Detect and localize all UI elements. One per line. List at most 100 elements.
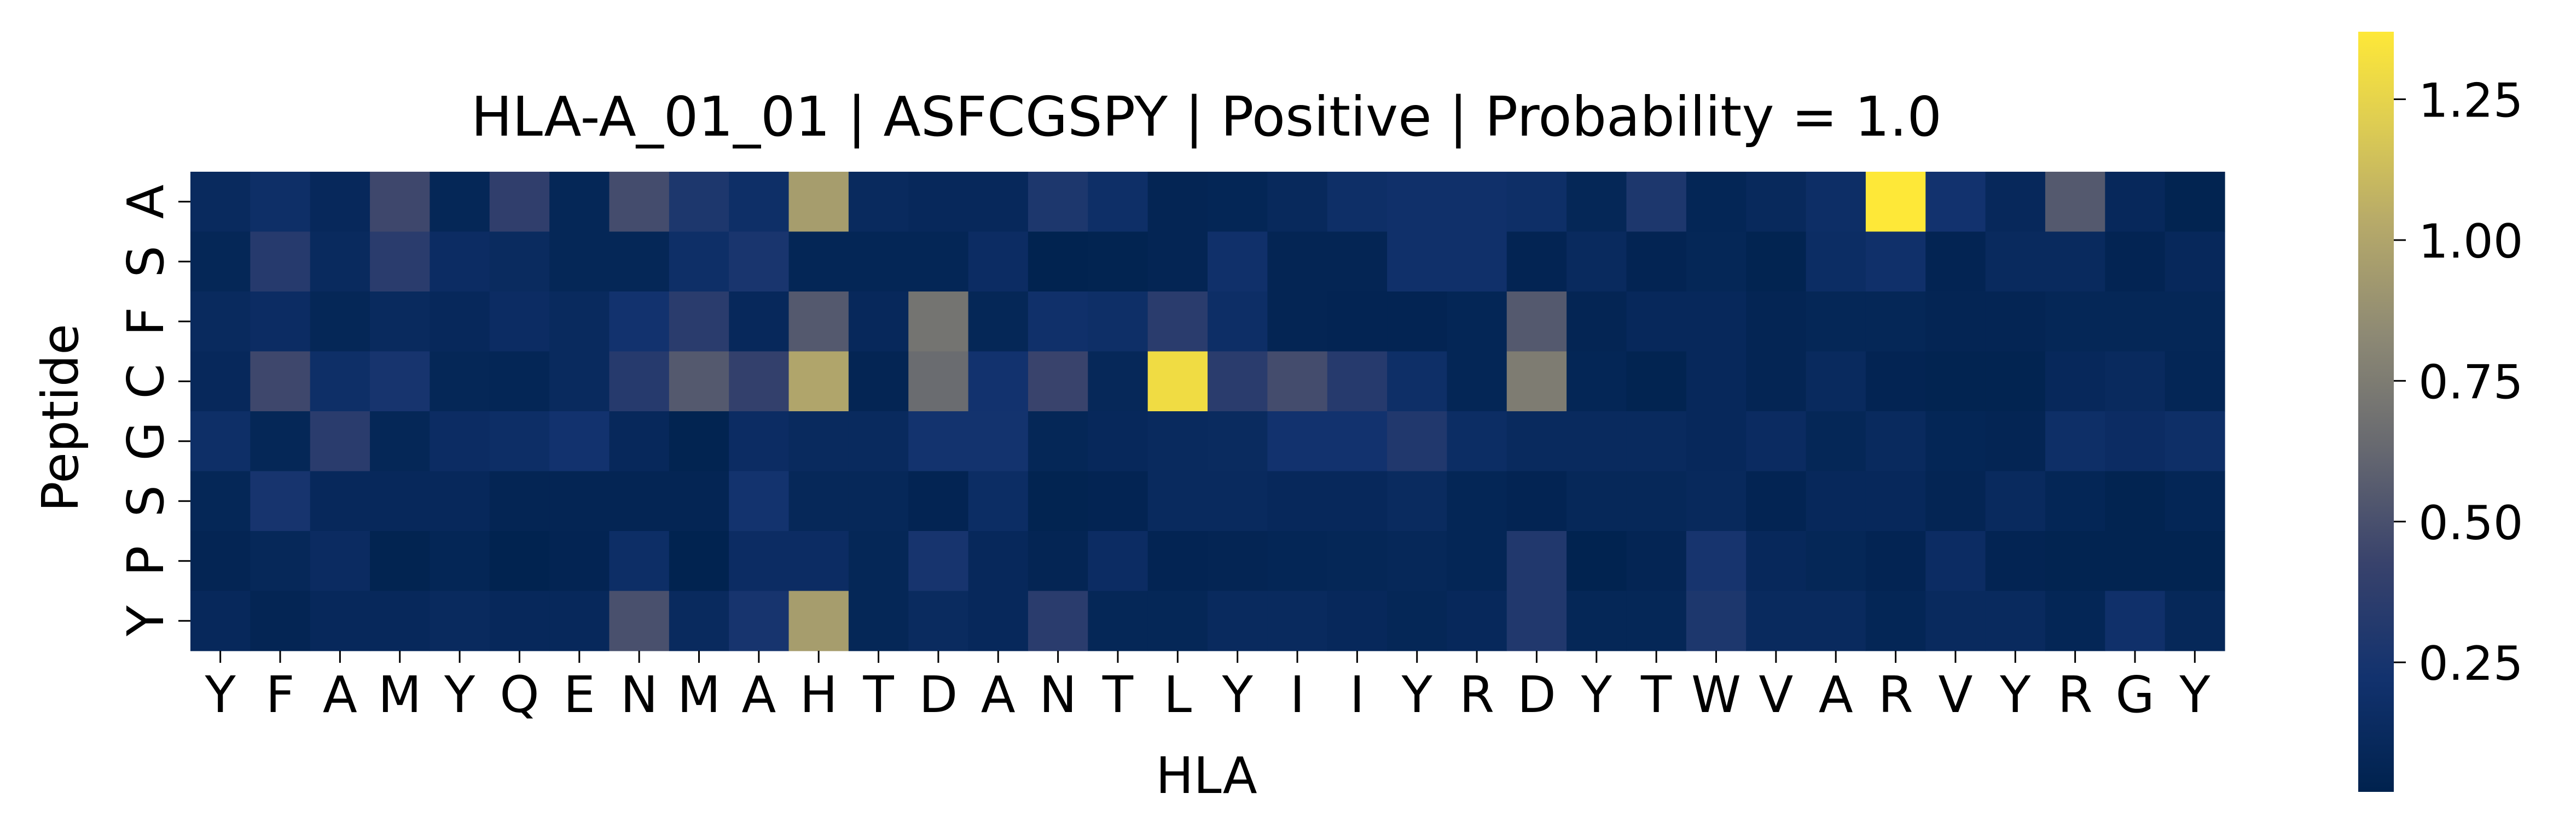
heatmap-cell xyxy=(968,471,1029,532)
heatmap-cell xyxy=(1925,471,1986,532)
heatmap-cell xyxy=(310,351,370,412)
heatmap-cell xyxy=(1447,471,1507,532)
x-tick-label: M xyxy=(677,666,721,724)
y-tick-label: G xyxy=(117,422,175,460)
heatmap-cell xyxy=(310,471,370,532)
heatmap-cell xyxy=(1088,471,1148,532)
heatmap-cell xyxy=(609,591,670,651)
x-tick-label: H xyxy=(800,666,838,724)
heatmap-cell xyxy=(729,531,790,592)
heatmap-cell xyxy=(1985,471,2046,532)
heatmap-cell xyxy=(1387,411,1448,472)
heatmap-cell xyxy=(489,411,550,472)
heatmap-cell xyxy=(1985,531,2046,592)
heatmap-cell xyxy=(1686,471,1747,532)
heatmap-cell xyxy=(908,471,969,532)
colorbar-tick-label: 0.75 xyxy=(2418,355,2523,410)
heatmap-cell xyxy=(1147,531,1208,592)
colorbar-tick-label: 1.00 xyxy=(2418,214,2523,269)
x-tick-label: Y xyxy=(2179,666,2211,724)
heatmap-cell xyxy=(848,172,909,232)
x-tick-label: T xyxy=(1102,666,1134,724)
colorbar xyxy=(2358,32,2394,792)
x-tick-label: F xyxy=(266,666,295,724)
heatmap-cell xyxy=(1806,291,1866,352)
heatmap-cell xyxy=(1865,172,1926,232)
heatmap-cell xyxy=(1208,172,1268,232)
x-tick-label: I xyxy=(1290,666,1304,724)
heatmap-cell xyxy=(1626,351,1687,412)
x-tick-label: D xyxy=(1517,666,1556,724)
heatmap-cell xyxy=(2165,411,2225,472)
heatmap-cell xyxy=(968,411,1029,472)
heatmap-cell xyxy=(370,172,431,232)
heatmap-cell xyxy=(1506,471,1567,532)
heatmap-cell xyxy=(1028,471,1088,532)
heatmap-cell xyxy=(1925,351,1986,412)
heatmap-cell xyxy=(489,531,550,592)
heatmap-cell xyxy=(848,591,909,651)
heatmap-cell xyxy=(190,531,251,592)
heatmap-cell xyxy=(1088,291,1148,352)
heatmap-cell xyxy=(1447,231,1507,292)
heatmap-cell xyxy=(489,591,550,651)
heatmap-cell xyxy=(609,291,670,352)
heatmap-cell xyxy=(1626,291,1687,352)
heatmap-cell xyxy=(609,231,670,292)
heatmap-cell xyxy=(1208,471,1268,532)
heatmap-cell xyxy=(1208,591,1268,651)
heatmap-cell xyxy=(190,591,251,651)
heatmap-cell xyxy=(669,591,729,651)
heatmap-cell xyxy=(848,411,909,472)
heatmap-cell xyxy=(848,231,909,292)
y-axis-ticks: ASFCGSPY xyxy=(117,184,190,637)
heatmap-cell xyxy=(669,531,729,592)
x-tick-label: R xyxy=(1459,666,1494,724)
y-tick-label: P xyxy=(117,546,175,576)
heatmap-cell xyxy=(1686,172,1747,232)
heatmap-cell xyxy=(1447,172,1507,232)
heatmap-cell xyxy=(250,231,311,292)
heatmap-cell xyxy=(1806,351,1866,412)
heatmap-cell xyxy=(1208,231,1268,292)
heatmap-cell xyxy=(2105,411,2166,472)
heatmap-cell xyxy=(430,471,490,532)
x-tick-label: W xyxy=(1691,666,1741,724)
heatmap-cell xyxy=(908,411,969,472)
heatmap-cell xyxy=(1567,471,1627,532)
heatmap-cell xyxy=(250,471,311,532)
heatmap-cell xyxy=(1746,231,1807,292)
heatmap-cell xyxy=(430,231,490,292)
heatmap-cell xyxy=(1088,531,1148,592)
heatmap-cell xyxy=(1088,411,1148,472)
heatmap-cell xyxy=(190,291,251,352)
heatmap-cell xyxy=(190,471,251,532)
heatmap-cell xyxy=(1447,291,1507,352)
heatmap-cell xyxy=(1088,172,1148,232)
heatmap-cell xyxy=(1327,471,1388,532)
heatmap-cell xyxy=(1746,471,1807,532)
heatmap-cell xyxy=(1746,591,1807,651)
heatmap-cell xyxy=(1028,411,1088,472)
heatmap-cell xyxy=(1267,591,1328,651)
heatmap-cell xyxy=(489,291,550,352)
heatmap-cell xyxy=(250,291,311,352)
heatmap-cell xyxy=(1147,471,1208,532)
x-tick-label: Y xyxy=(1581,666,1612,724)
y-axis-label: Peptide xyxy=(31,324,90,512)
x-tick-label: L xyxy=(1164,666,1192,724)
heatmap-cell xyxy=(2165,531,2225,592)
heatmap-cell xyxy=(370,471,431,532)
heatmap-cell xyxy=(549,411,610,472)
heatmap-cell xyxy=(729,591,790,651)
y-tick-label: C xyxy=(117,364,175,399)
x-tick-label: Y xyxy=(205,666,236,724)
x-tick-label: T xyxy=(862,666,894,724)
heatmap-cell xyxy=(1208,351,1268,412)
heatmap-cell xyxy=(430,172,490,232)
heatmap-cell xyxy=(729,351,790,412)
heatmap-cell xyxy=(1506,291,1567,352)
heatmap-cell xyxy=(1626,231,1687,292)
heatmap-cell xyxy=(1506,411,1567,472)
heatmap-cell xyxy=(788,231,849,292)
